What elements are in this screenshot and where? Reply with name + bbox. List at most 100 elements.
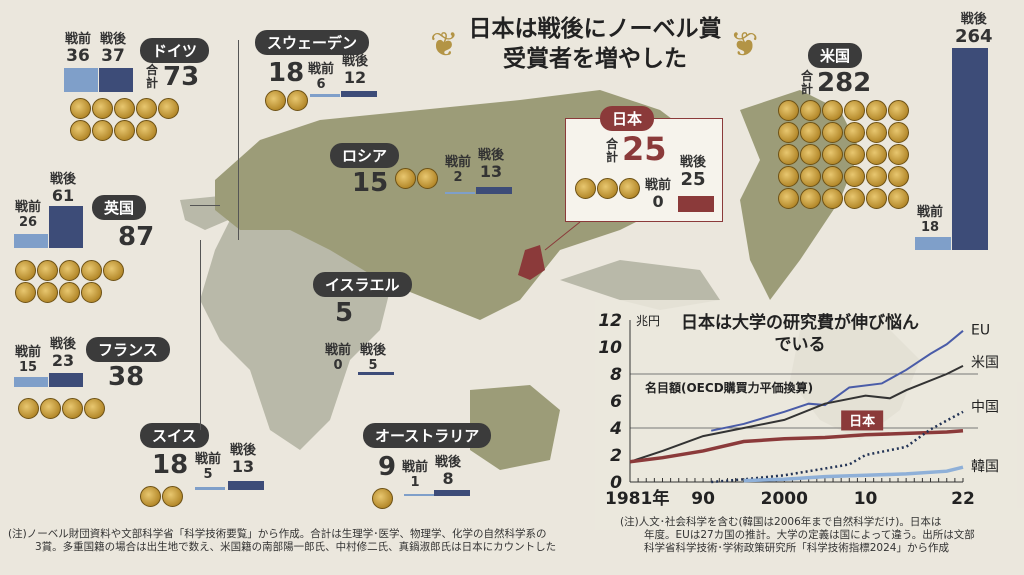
- sweden-pre-label: 戦前 6: [308, 62, 335, 92]
- japan-medals: [575, 178, 645, 199]
- uk-total: 87: [118, 222, 155, 252]
- medal-icon: [888, 144, 909, 165]
- medal-icon: [140, 486, 161, 507]
- medal-icon: [18, 398, 39, 419]
- medal-icon: [62, 398, 83, 419]
- medal-icon: [70, 120, 91, 141]
- switzerland-pre-label: 戦前 5: [195, 452, 222, 482]
- israel-total: 5: [335, 298, 354, 328]
- medal-icon: [40, 398, 61, 419]
- chart-title: 日本は大学の研究費が伸び悩んでいる: [681, 313, 919, 355]
- switzerland-pre-bar: [195, 487, 225, 490]
- medal-icon: [287, 90, 308, 111]
- medal-icon: [778, 144, 799, 165]
- medal-icon: [575, 178, 596, 199]
- australia-pre-label: 戦前 1: [402, 460, 429, 490]
- series-label: EU: [971, 322, 990, 338]
- y-unit-label: 兆円: [636, 314, 660, 328]
- country-label-france: フランス: [86, 337, 170, 362]
- line-chart: 0 2 4 6 8 10 12 兆円 1981年 90 2000 10 22 名目額(OECD購買力平価換…: [598, 311, 999, 509]
- medal-icon: [158, 98, 179, 119]
- medal-icon: [800, 144, 821, 165]
- medal-icon: [866, 122, 887, 143]
- france-medals: [18, 398, 118, 419]
- germany-total: 73: [163, 62, 200, 92]
- medal-icon: [800, 188, 821, 209]
- medal-icon: [103, 260, 124, 281]
- germany-post-bar: [99, 68, 133, 92]
- medal-icon: [81, 260, 102, 281]
- medal-icon: [37, 282, 58, 303]
- medal-icon: [822, 100, 843, 121]
- series-label: 韓国: [971, 459, 999, 475]
- medal-icon: [844, 166, 865, 187]
- usa-medals: [778, 100, 910, 209]
- usa-pre-label: 戦前 18: [917, 205, 944, 235]
- medal-icon: [92, 98, 113, 119]
- title-line-1: 日本は戦後にノーベル賞: [468, 15, 722, 42]
- x-tick-label: 2000: [761, 489, 808, 509]
- germany-post-label: 戦後 37: [100, 32, 127, 66]
- medal-icon: [888, 122, 909, 143]
- medal-icon: [597, 178, 618, 199]
- medal-icon: [162, 486, 183, 507]
- y-tick-label: 0: [610, 473, 622, 493]
- russia-pre-label: 戦前 2: [445, 155, 472, 185]
- medal-icon: [114, 98, 135, 119]
- medal-icon: [822, 166, 843, 187]
- usa-total-label: 合計: [800, 69, 813, 96]
- country-label-japan: 日本: [600, 106, 655, 131]
- medal-icon: [778, 166, 799, 187]
- france-total: 38: [108, 362, 145, 392]
- main-title: 日本は戦後にノーベル賞 受賞者を増やした: [430, 14, 760, 74]
- medal-icon: [136, 98, 157, 119]
- sweden-total: 18: [268, 58, 305, 88]
- medal-icon: [888, 100, 909, 121]
- japan-post-label: 戦後 25: [680, 155, 707, 190]
- medal-icon: [92, 120, 113, 141]
- japan-total: 25: [622, 130, 667, 168]
- medal-icon: [800, 122, 821, 143]
- usa-post-label: 戦後 264: [955, 12, 993, 47]
- medal-icon: [844, 188, 865, 209]
- sweden-post-bar: [341, 91, 377, 97]
- series-line-韓国: [743, 465, 964, 483]
- sweden-pre-bar: [310, 94, 340, 97]
- series-label: 中国: [971, 399, 999, 415]
- medal-icon: [844, 144, 865, 165]
- germany-total-label: 合計: [145, 63, 158, 90]
- country-label-israel: イスラエル: [313, 272, 412, 297]
- y-tick-label: 4: [609, 419, 622, 439]
- y-tick-label: 2: [610, 446, 622, 466]
- australia-post-label: 戦後 8: [435, 455, 462, 488]
- japan-post-bar: [678, 196, 714, 212]
- country-label-germany: ドイツ: [140, 38, 210, 63]
- germany-pre-label: 戦前 36: [65, 32, 92, 66]
- laurel-left-icon: ❦: [430, 25, 459, 65]
- medal-icon: [81, 282, 102, 303]
- france-post-label: 戦後 23: [50, 337, 77, 370]
- title-line-2: 受賞者を増やした: [503, 45, 687, 72]
- russia-pre-bar: [445, 192, 475, 194]
- y-tick-label: 6: [610, 392, 622, 412]
- medal-icon: [619, 178, 640, 199]
- medal-icon: [866, 188, 887, 209]
- israel-post-label: 戦後 5: [360, 343, 387, 373]
- usa-total: 282: [817, 68, 872, 98]
- medal-icon: [800, 100, 821, 121]
- leader-line: [238, 40, 239, 240]
- series-label: 米国: [971, 355, 999, 371]
- medal-icon: [372, 488, 393, 509]
- medal-icon: [59, 282, 80, 303]
- leader-line: [200, 240, 201, 430]
- medal-icon: [37, 260, 58, 281]
- left-note: (注)ノーベル財団資料や文部科学省「科学技術要覧」から作成。合計は生理学･医学、…: [8, 528, 557, 553]
- usa-pre-bar: [915, 237, 951, 250]
- medal-icon: [417, 168, 438, 189]
- france-pre-label: 戦前 15: [15, 345, 42, 375]
- medal-icon: [822, 122, 843, 143]
- medal-icon: [888, 188, 909, 209]
- country-label-uk: 英国: [92, 195, 147, 220]
- uk-pre-bar: [14, 234, 48, 248]
- medal-icon: [822, 144, 843, 165]
